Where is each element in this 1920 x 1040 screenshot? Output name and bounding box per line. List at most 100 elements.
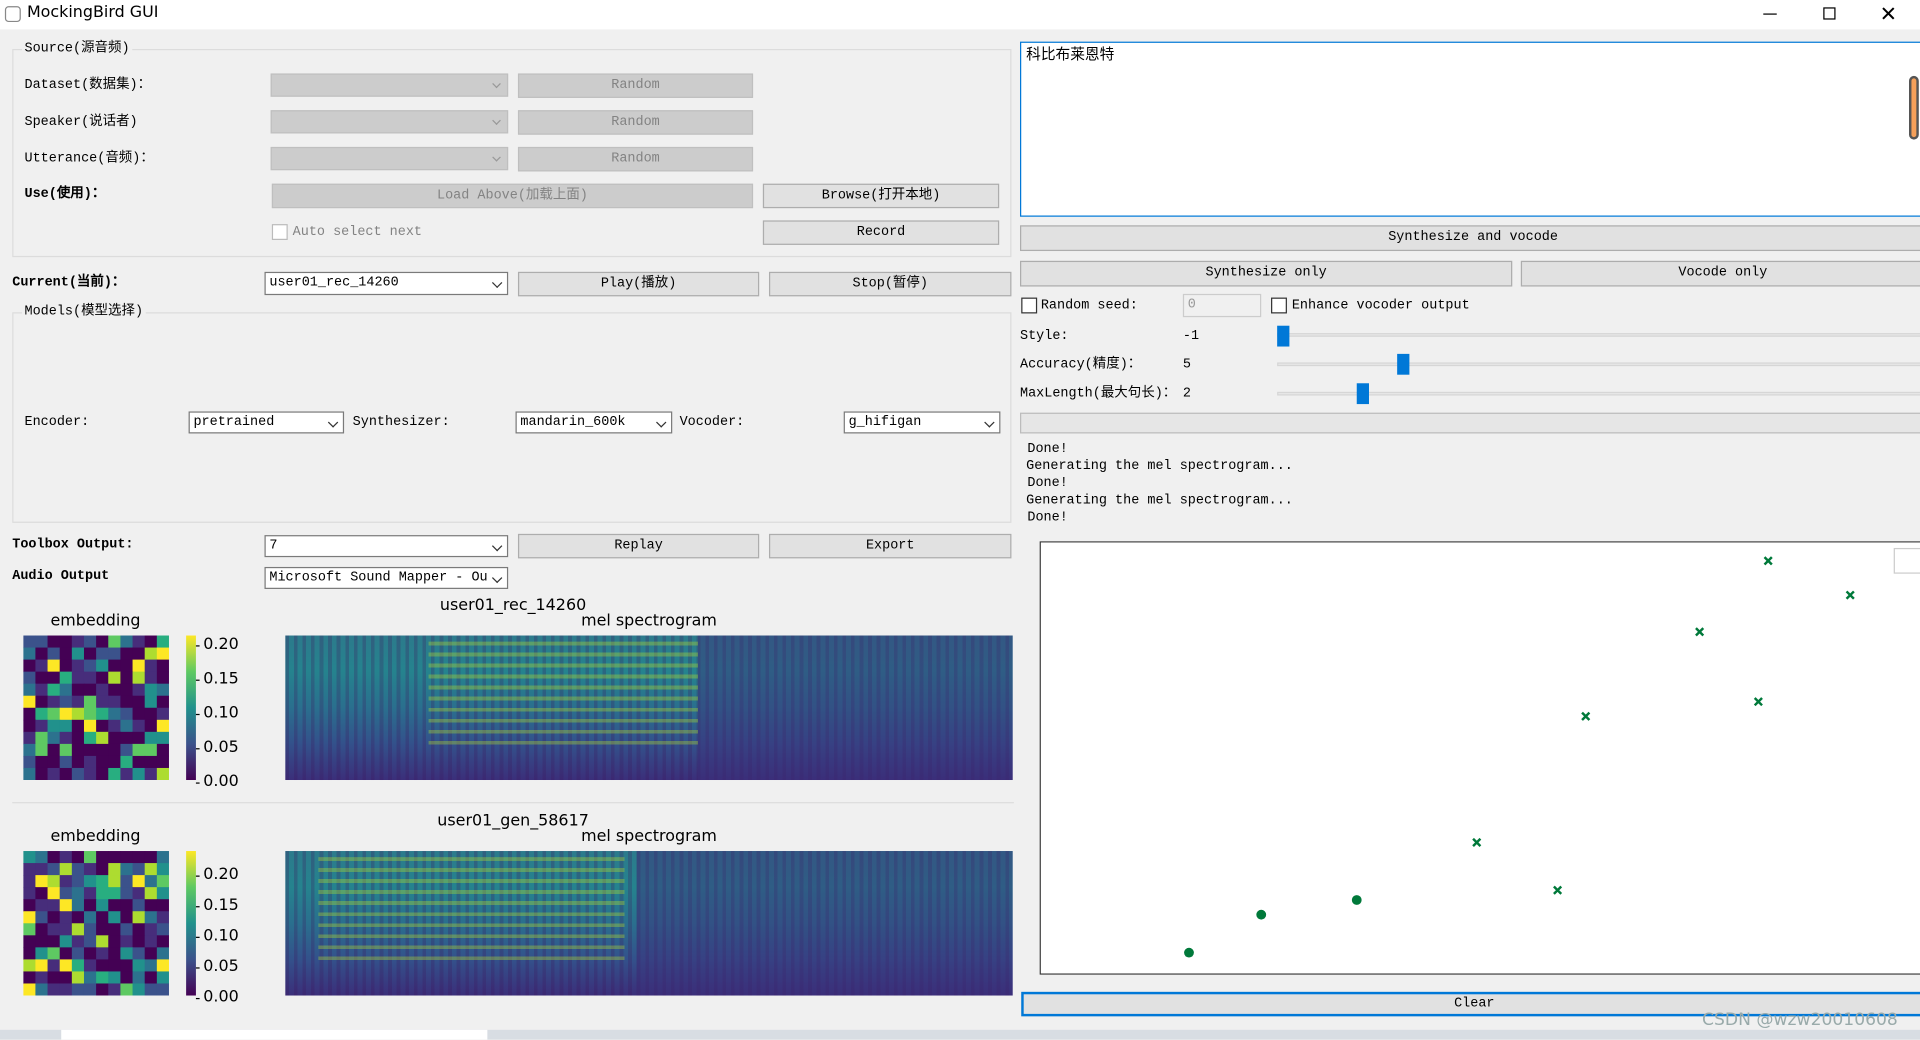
heatmap-cell <box>59 983 73 996</box>
heatmap-cell <box>108 863 122 876</box>
synthesizer-combo[interactable]: mandarin_600k <box>515 411 673 434</box>
vocoder-combo[interactable]: g_hifigan <box>843 411 1001 434</box>
heatmap-cell <box>59 875 73 888</box>
plot-title: user01_gen_58617 <box>437 811 589 831</box>
heatmap-cell <box>108 695 122 709</box>
heatmap-cell <box>96 899 109 912</box>
random-button[interactable]: Random <box>517 146 754 172</box>
stop-button[interactable]: Stop(暂停) <box>768 271 1012 297</box>
synthesize-only-button[interactable]: Synthesize only <box>1020 260 1513 287</box>
heatmap-cell <box>144 707 158 721</box>
style-slider[interactable] <box>1277 325 1290 347</box>
heatmap-cell <box>59 767 73 781</box>
close-button[interactable]: ✕ <box>1879 2 1898 27</box>
colorbar-tick-label: 0.00 <box>203 988 239 1007</box>
export-button[interactable]: Export <box>768 533 1012 559</box>
heatmap-cell <box>132 659 146 673</box>
heatmap-cell <box>156 851 169 864</box>
heatmap-cell <box>71 947 85 961</box>
spectrogram-highlight <box>428 641 698 750</box>
label: Style: <box>1020 329 1069 345</box>
replay-button[interactable]: Replay <box>517 533 760 559</box>
heatmap-cell <box>132 863 146 876</box>
heatmap-cell <box>47 947 61 961</box>
audio-combo[interactable]: Microsoft Sound Mapper - Ou <box>264 566 509 589</box>
heatmap-cell <box>35 647 49 661</box>
heatmap-cell <box>35 923 49 936</box>
heatmap-cell <box>96 767 109 781</box>
current-combo[interactable]: user01_rec_14260 <box>264 271 509 296</box>
embedding-point <box>1184 947 1194 958</box>
auto-select-checkbox[interactable] <box>271 224 288 241</box>
record-button[interactable]: Record <box>762 220 1000 245</box>
heatmap-cell <box>59 647 73 661</box>
heatmap-cell <box>96 731 109 745</box>
browse-button[interactable]: Browse(打开本地) <box>762 183 1000 209</box>
text-input[interactable] <box>1020 41 1920 217</box>
random-button[interactable]: Random <box>517 73 754 98</box>
label: Audio Output <box>12 569 110 585</box>
toolbox-combo[interactable]: 7 <box>264 535 509 558</box>
value-text: 2 <box>1182 386 1191 402</box>
accuracy-slider[interactable] <box>1397 353 1410 375</box>
heatmap-cell <box>23 671 37 685</box>
clear-button[interactable]: Clear <box>1021 991 1920 1017</box>
heatmap-cell <box>83 851 97 864</box>
heatmap-cell <box>120 923 134 936</box>
heatmap-cell <box>156 947 169 961</box>
taskbar-item <box>61 1029 488 1040</box>
heatmap-cell <box>156 863 169 876</box>
heatmap-cell <box>71 647 85 661</box>
heatmap-cell <box>35 731 49 745</box>
heatmap-cell <box>108 683 122 697</box>
utterance-combo[interactable] <box>270 146 509 171</box>
heatmap-cell <box>144 767 158 781</box>
heatmap-cell <box>96 947 109 961</box>
slider-track <box>1277 362 1920 367</box>
colorbar-tick <box>195 997 200 1000</box>
heatmap-cell <box>59 635 73 649</box>
heatmap-cell <box>144 755 158 769</box>
heatmap-cell <box>47 695 61 709</box>
heatmap-cell <box>83 671 97 685</box>
heatmap-cell <box>35 911 49 924</box>
heatmap-cell <box>47 911 61 924</box>
heatmap-cell <box>23 755 37 769</box>
enhance-checkbox[interactable] <box>1271 297 1287 314</box>
heatmap-cell <box>156 647 169 661</box>
heatmap-cell <box>83 959 97 973</box>
heatmap-cell <box>144 899 158 912</box>
random-seed-checkbox[interactable] <box>1021 297 1038 314</box>
heatmap-cell <box>71 875 85 888</box>
heatmap-cell <box>132 959 146 973</box>
dataset-combo[interactable] <box>270 73 509 97</box>
heatmap-cell <box>132 923 146 936</box>
seed-input[interactable]: 0 <box>1182 293 1262 318</box>
colorbar-tick-label: 0.20 <box>203 635 239 654</box>
log-line: Generating the mel spectrogram... <box>1026 459 1293 474</box>
maximize-button[interactable] <box>1823 7 1836 20</box>
colorbar-tick <box>195 782 200 784</box>
plot-frame <box>1039 541 1920 975</box>
heatmap-cell <box>132 911 146 924</box>
random-button[interactable]: Random <box>517 110 754 135</box>
colorbar-tick <box>195 906 200 908</box>
heatmap-cell <box>71 935 85 948</box>
maxlength-slider[interactable] <box>1356 383 1369 405</box>
progress-bar <box>1020 412 1920 434</box>
load-above-button[interactable]: Load Above(加载上面) <box>271 183 754 209</box>
heatmap-cell <box>156 875 169 888</box>
heatmap-cell <box>132 851 146 864</box>
vocode-only-button[interactable]: Vocode only <box>1520 260 1920 287</box>
heatmap-cell <box>132 971 146 985</box>
play-button[interactable]: Play(播放) <box>517 271 760 297</box>
speaker-combo[interactable] <box>270 110 509 134</box>
synthesize-vocode-button[interactable]: Synthesize and vocode <box>1020 225 1920 252</box>
heatmap-cell <box>96 983 109 996</box>
heatmap-cell <box>35 683 49 697</box>
heatmap-cell <box>83 767 97 781</box>
minimize-button[interactable] <box>1763 13 1777 15</box>
heatmap-cell <box>47 683 61 697</box>
encoder-combo[interactable]: pretrained <box>188 411 345 434</box>
heatmap-cell <box>23 683 37 697</box>
